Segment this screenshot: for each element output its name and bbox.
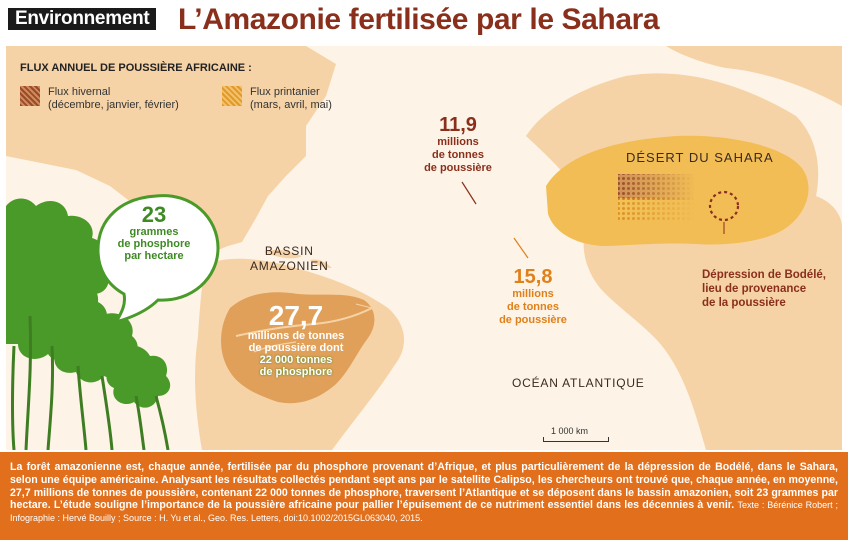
amazon-total-line2: de poussière dont (248, 342, 344, 354)
spring-flux-line3: de poussière (499, 314, 567, 326)
bassin-line2: AMAZONIEN (250, 259, 329, 273)
phosphore-value: 23 (141, 202, 167, 227)
spring-flux-line1: millions (512, 288, 554, 300)
winter-legend-months: (décembre, janvier, février) (48, 99, 179, 111)
amazon-river (235, 307, 373, 337)
bassin-line1: BASSIN (264, 244, 314, 258)
bodele-line3: de la poussière (702, 297, 786, 309)
caribbean-islands (264, 249, 332, 268)
spring-dust-band (618, 198, 694, 220)
legend-title: FLUX ANNUEL DE POUSSIÈRE AFRICAINE : (20, 62, 252, 74)
amazon-total-line1: millions de tonnes (247, 330, 345, 342)
winter-flux-label: 11,9 millions de tonnes de poussière (420, 114, 496, 175)
rubric-badge: Environnement (8, 8, 157, 30)
winter-flux-line1: millions (437, 136, 479, 148)
spring-flux-label: 15,8 millions de tonnes de poussière (494, 266, 572, 327)
ocean-label: OCÉAN ATLANTIQUE (512, 376, 645, 390)
amazon-total-line4: de phosphore (259, 366, 333, 378)
forest-trunks (11, 315, 170, 450)
winter-flux-line3: de poussière (424, 162, 492, 174)
bodele-line2: lieu de provenance (702, 283, 807, 295)
phosphore-bubble-text: 23 grammes de phosphore par hectare (104, 202, 204, 263)
amazon-total-label: 27,7 millions de tonnes de poussière don… (240, 300, 352, 379)
map-svg (6, 46, 842, 450)
page-title: L’Amazonie fertilisée par le Sahara (178, 3, 660, 36)
sahara-label: DÉSERT DU SAHARA (626, 150, 774, 165)
spring-legend-months: (mars, avril, mai) (250, 99, 332, 111)
winter-flux-value: 11,9 (439, 114, 477, 136)
scale-label: 1 000 km (551, 426, 589, 436)
phosphore-line3: par hectare (124, 250, 184, 262)
winter-legend-label: Flux hivernal (48, 86, 111, 98)
footer-caption: La forêt amazonienne est, chaque année, … (0, 452, 848, 540)
footer-text: La forêt amazonienne est, chaque année, … (10, 461, 838, 525)
header: Environnement L’Amazonie fertilisée par … (0, 0, 848, 46)
winter-legend-swatch (20, 86, 40, 106)
winter-legend-text: Flux hivernal (décembre, janvier, févrie… (48, 86, 179, 112)
spring-legend-swatch (222, 86, 242, 106)
spring-legend-label: Flux printanier (250, 86, 320, 98)
bodele-depression-marker (708, 190, 740, 222)
bodele-line1: Dépression de Bodélé, (702, 269, 826, 281)
phosphore-line1: grammes (129, 226, 179, 238)
north-america-landmass (6, 46, 336, 254)
map-area (6, 46, 842, 450)
winter-flux-line2: de tonnes (432, 149, 484, 161)
amazon-total-line3: 22 000 tonnes (259, 354, 333, 366)
spring-flux-line2: de tonnes (507, 301, 559, 313)
amazon-total-value: 27,7 (268, 300, 324, 331)
europe-landmass (666, 46, 842, 106)
phosphore-bubble-shape (96, 194, 220, 325)
bodele-label: Dépression de Bodélé, lieu de provenance… (702, 268, 826, 310)
scale-bar (543, 437, 609, 442)
bassin-amazonien-label: BASSIN AMAZONIEN (250, 244, 329, 274)
spring-flux-value: 15,8 (513, 266, 553, 288)
footer-credit: Texte : Bérénice Robert ; Infographie : … (10, 500, 838, 524)
footer-body: La forêt amazonienne est, chaque année, … (10, 461, 838, 512)
phosphore-line2: de phosphore (117, 238, 191, 250)
winter-dust-band (618, 174, 694, 200)
spring-legend-text: Flux printanier (mars, avril, mai) (250, 86, 332, 112)
